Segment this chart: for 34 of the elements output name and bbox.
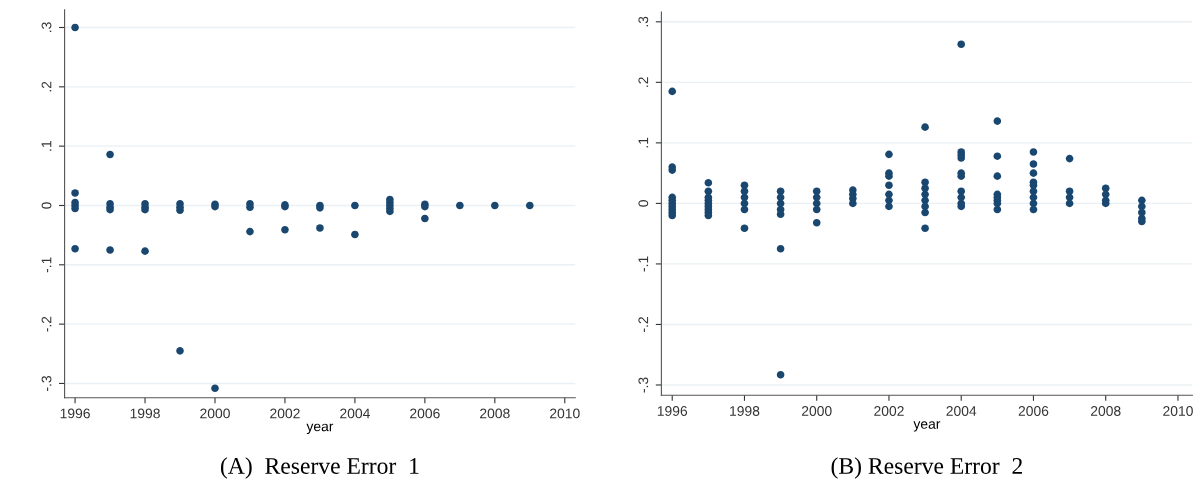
- x-tick-label: 2008: [480, 408, 510, 419]
- x-axis-title: year: [306, 423, 334, 435]
- y-tick-label: .3: [638, 16, 649, 27]
- x-tick-label: 1998: [730, 406, 760, 416]
- x-tick-label: 2010: [1163, 406, 1193, 416]
- y-tick-label: 0: [638, 200, 649, 207]
- x-tick-label: 2000: [801, 406, 832, 416]
- x-tick-label: 1998: [130, 408, 160, 419]
- y-tick-label: -.3: [41, 375, 52, 391]
- y-tick-label: .3: [41, 22, 52, 33]
- x-tick-label: 2010: [550, 408, 580, 419]
- x-tick-label: 2002: [874, 406, 904, 416]
- y-tick-label: .1: [638, 137, 649, 148]
- x-axis-title: year: [913, 421, 941, 432]
- x-tick-label: 2004: [946, 406, 977, 416]
- y-tick-label: .2: [638, 77, 649, 87]
- y-tick-label: -.2: [41, 316, 52, 332]
- y-tick-label: 0: [41, 202, 52, 209]
- y-tick-label: -.1: [638, 256, 649, 272]
- x-tick-label: 2002: [270, 408, 300, 419]
- x-tick-label: 1996: [60, 408, 90, 419]
- y-tick-label: -.1: [41, 257, 52, 273]
- y-tick-label: -.3: [638, 377, 649, 393]
- x-tick-label: 2004: [340, 408, 370, 419]
- x-tick-label: 2008: [1090, 406, 1121, 416]
- x-tick-label: 2006: [410, 408, 440, 419]
- x-tick-label: 2000: [200, 408, 230, 419]
- y-tick-label: -.2: [638, 317, 649, 332]
- x-tick-label: 2006: [1018, 406, 1049, 416]
- x-tick-label: 1996: [657, 406, 688, 416]
- y-tick-label: .1: [41, 141, 52, 151]
- text: (B) Reserve Error 2: [831, 457, 1022, 479]
- text: (A) Reserve Error 1: [220, 457, 419, 479]
- y-tick-label: .2: [41, 81, 52, 92]
